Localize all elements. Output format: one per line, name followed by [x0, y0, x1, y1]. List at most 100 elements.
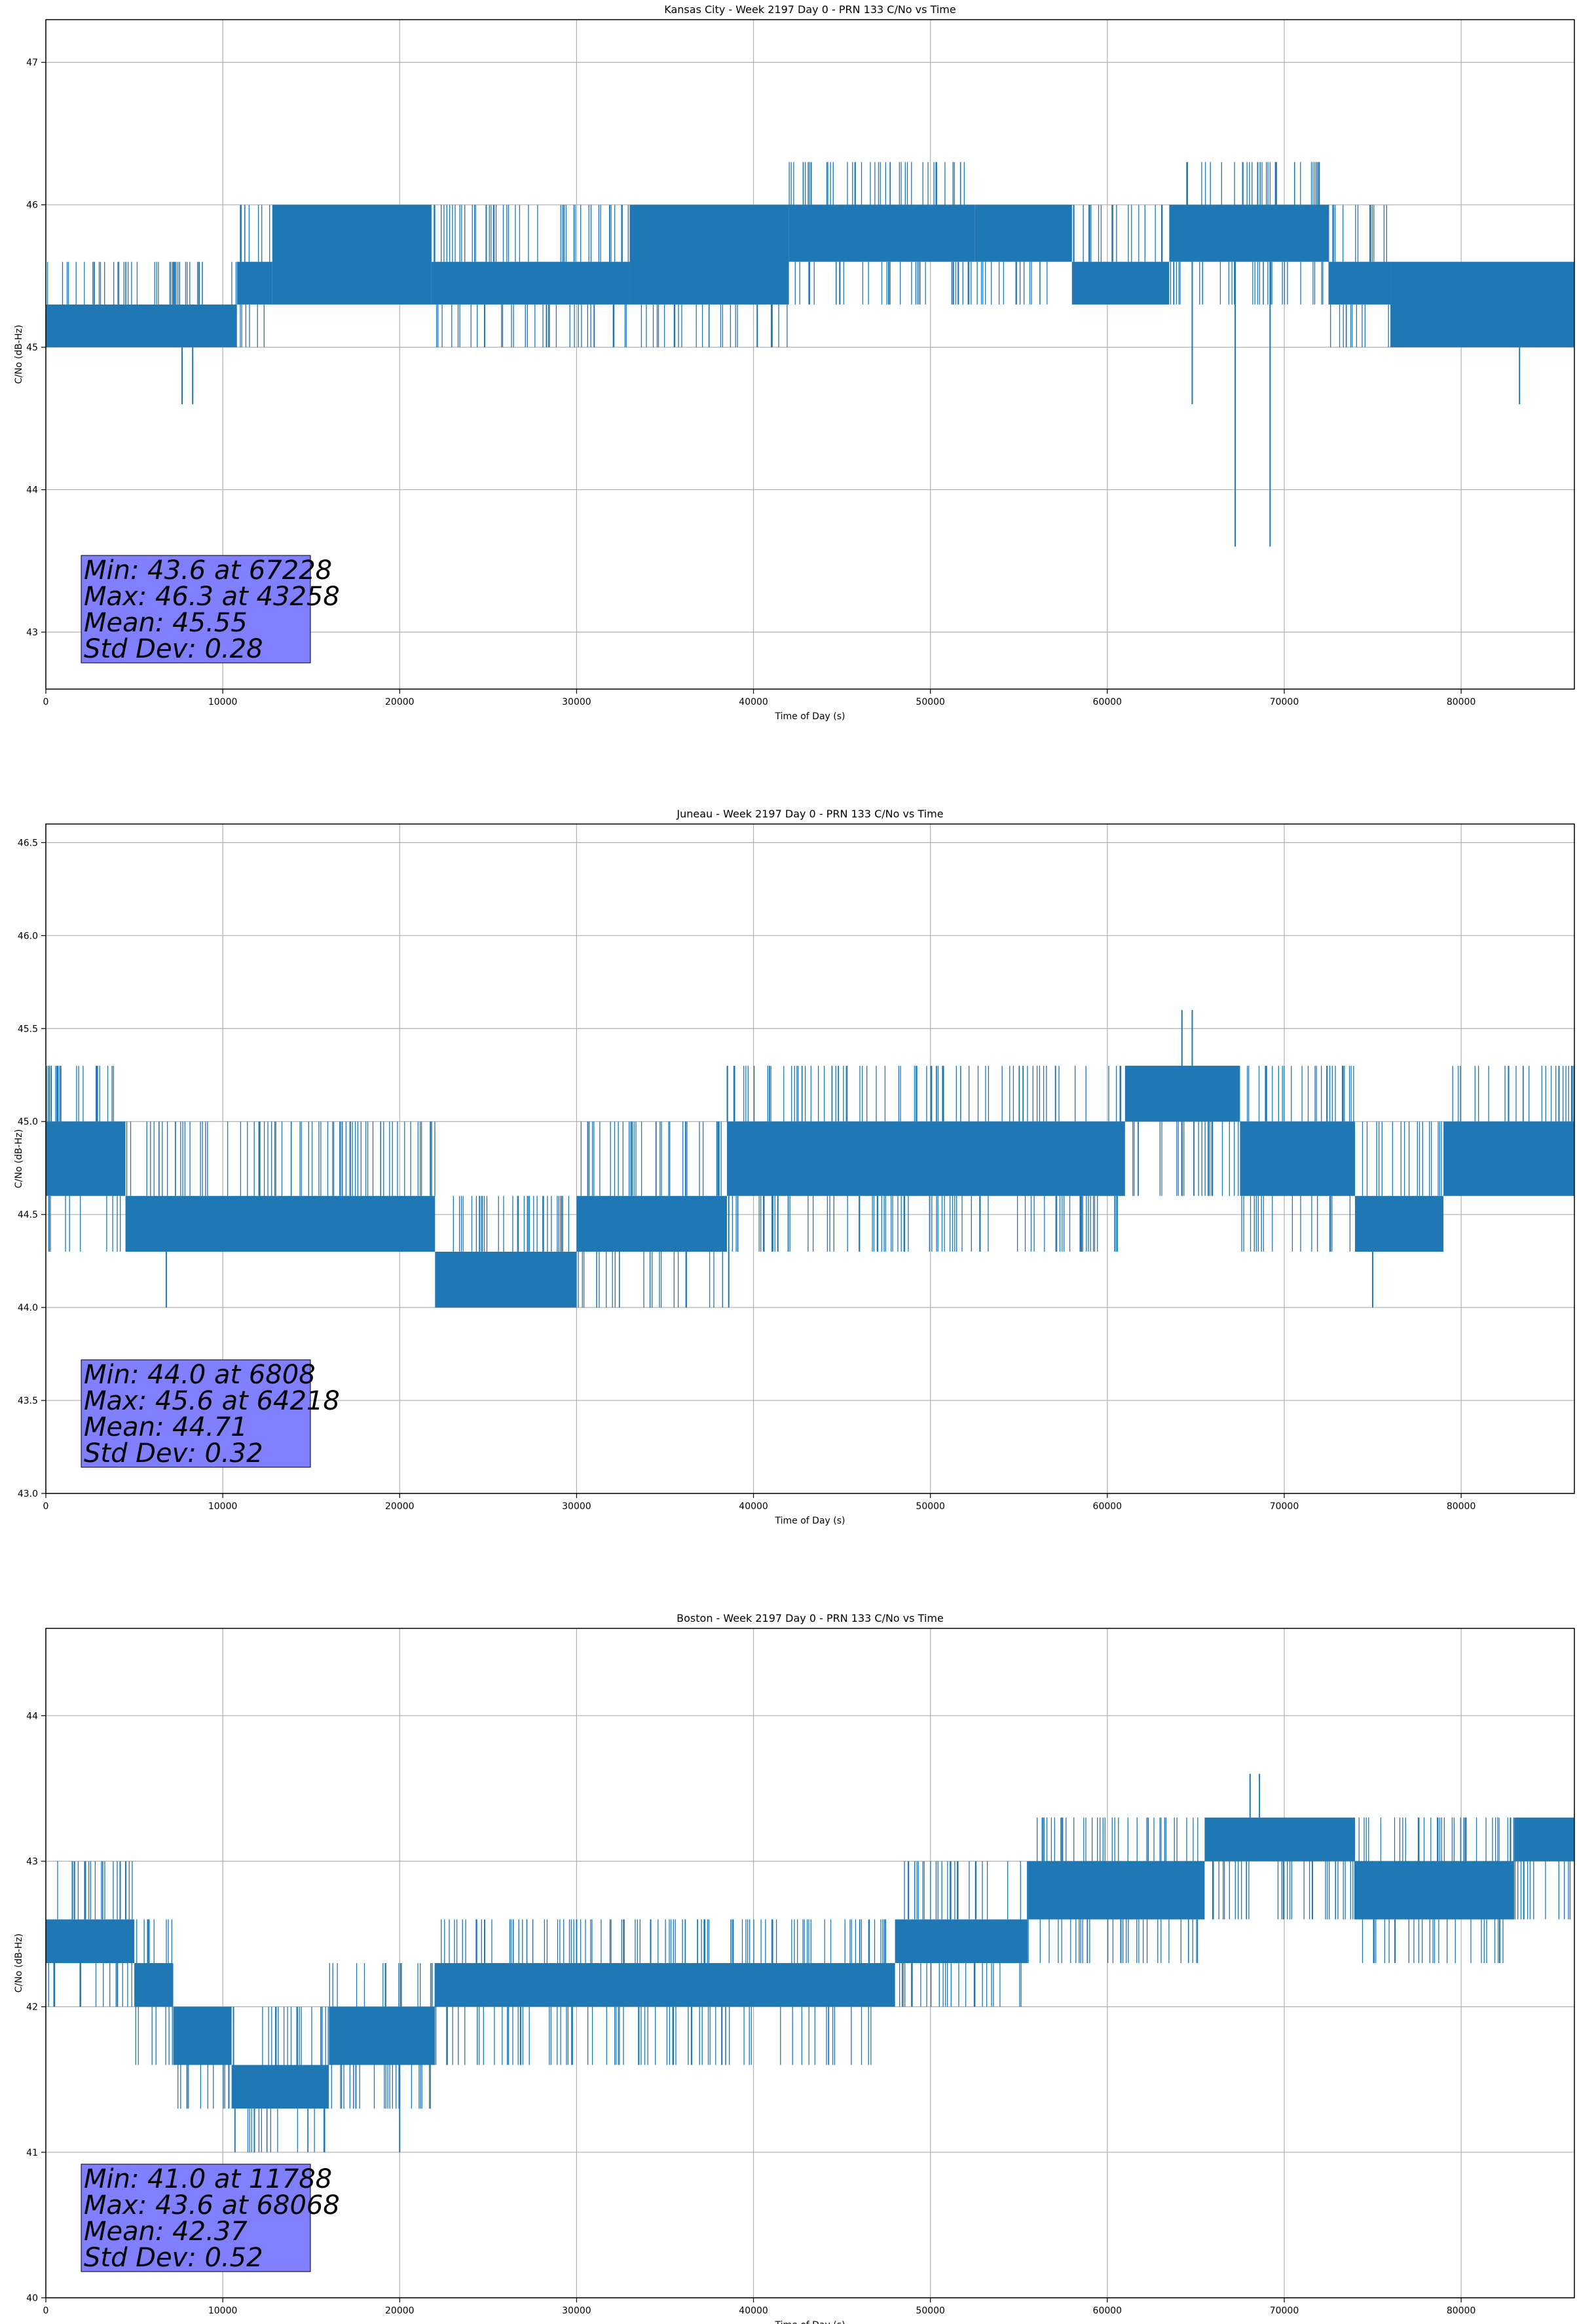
x-tick-label: 50000	[916, 697, 945, 707]
stats-line: Min: 44.0 at 6808	[84, 1360, 316, 1390]
data-band	[576, 1195, 728, 1252]
data-excursions	[135, 1919, 173, 2065]
stats-line: Std Dev: 0.28	[84, 634, 263, 664]
y-tick-label: 44	[26, 485, 38, 496]
chart-title: Kansas City - Week 2197 Day 0 - PRN 133 …	[664, 3, 955, 16]
data-band	[236, 261, 272, 305]
x-tick-label: 70000	[1270, 1501, 1299, 1512]
y-axis-label: C/No (dB-Hz)	[14, 325, 24, 384]
x-tick-label: 80000	[1447, 697, 1476, 707]
data-excursions	[1328, 204, 1389, 348]
axes-frame	[45, 1628, 1575, 2298]
data-band	[329, 2006, 436, 2065]
axes-frame	[45, 823, 1575, 1494]
y-tick-label: 42	[26, 2002, 38, 2013]
data-band	[1071, 261, 1170, 305]
x-axis-label: Time of Day (s)	[775, 711, 845, 722]
data-band	[1169, 204, 1329, 262]
chart-title: Boston - Week 2197 Day 0 - PRN 133 C/No …	[677, 1612, 944, 1624]
x-tick-label: 50000	[916, 2306, 945, 2316]
stats-line: Mean: 42.37	[84, 2217, 248, 2247]
data-excursions	[434, 204, 629, 348]
stats-line: Max: 46.3 at 43258	[84, 582, 340, 612]
stats-line: Min: 41.0 at 11788	[84, 2164, 332, 2194]
x-tick-label: 0	[43, 1501, 49, 1512]
data-excursions	[788, 162, 972, 305]
chart-panel-2: Boston - Week 2197 Day 0 - PRN 133 C/No …	[14, 1612, 1575, 2324]
x-tick-label: 40000	[739, 1501, 768, 1512]
data-excursions	[453, 1195, 570, 1252]
axes-frame	[45, 19, 1575, 690]
x-tick-label: 10000	[208, 697, 238, 707]
data-band	[1390, 261, 1574, 348]
y-tick-label: 43.0	[18, 1489, 38, 1499]
data-excursions	[899, 1861, 1028, 2007]
x-tick-label: 20000	[385, 1501, 415, 1512]
data-excursions	[1358, 1817, 1514, 1963]
data-excursions	[46, 1066, 121, 1252]
data-excursions	[240, 204, 270, 348]
data-band	[435, 1251, 577, 1308]
data-excursions	[1452, 1066, 1574, 1122]
chart-panel-1: Juneau - Week 2197 Day 0 - PRN 133 C/No …	[14, 808, 1575, 1526]
x-tick-label: 60000	[1093, 697, 1122, 707]
data-excursions	[976, 261, 1048, 305]
stats-box	[81, 1359, 311, 1468]
x-tick-label: 70000	[1270, 2306, 1299, 2316]
data-band	[629, 204, 789, 305]
data-excursions	[1132, 1121, 1239, 1196]
x-tick-label: 40000	[739, 697, 768, 707]
stats-box	[81, 2164, 311, 2272]
data-excursions	[726, 1066, 1122, 1252]
data-band	[1204, 1817, 1356, 1862]
data-band	[173, 2006, 232, 2065]
data-excursions	[1212, 1861, 1356, 1920]
y-tick-label: 44.0	[18, 1303, 38, 1313]
x-axis-label: Time of Day (s)	[775, 1516, 845, 1526]
data-excursions	[329, 1963, 436, 2109]
data-excursions	[1241, 1066, 1354, 1252]
x-tick-label: 10000	[208, 2306, 238, 2316]
stats-box	[81, 555, 311, 664]
stats-line: Mean: 45.55	[84, 608, 248, 638]
y-tick-label: 45.0	[18, 1117, 38, 1127]
data-band	[134, 1963, 174, 2007]
y-tick-label: 43.5	[18, 1396, 38, 1406]
data-band	[46, 1121, 126, 1196]
data-excursions	[1170, 162, 1324, 305]
data-series	[46, 1774, 1574, 2152]
data-band	[431, 261, 630, 305]
y-tick-label: 43	[26, 1856, 38, 1867]
data-band	[1514, 1817, 1574, 1862]
stats-line: Mean: 44.71	[84, 1412, 248, 1442]
y-tick-label: 43	[26, 628, 38, 638]
y-tick-label: 46.5	[18, 838, 38, 848]
data-band	[974, 204, 1072, 262]
data-excursions	[435, 1919, 887, 2065]
data-excursions	[48, 1861, 133, 2007]
x-tick-label: 80000	[1447, 2306, 1476, 2316]
x-axis-label: Time of Day (s)	[775, 2320, 845, 2324]
y-tick-label: 46.0	[18, 931, 38, 941]
x-tick-label: 30000	[562, 1501, 591, 1512]
y-axis-label: C/No (dB-Hz)	[14, 1129, 24, 1188]
x-tick-label: 60000	[1093, 2306, 1122, 2316]
data-excursions	[1073, 204, 1163, 262]
x-tick-label: 10000	[208, 1501, 238, 1512]
data-band	[435, 1963, 895, 2007]
y-tick-label: 44.5	[18, 1210, 38, 1220]
data-band	[46, 304, 237, 348]
data-band	[727, 1121, 1125, 1196]
data-series	[46, 1009, 1574, 1308]
x-tick-label: 30000	[562, 2306, 591, 2316]
data-band	[231, 2065, 329, 2109]
y-tick-label: 44	[26, 1711, 38, 1721]
x-tick-label: 0	[43, 2306, 49, 2316]
stats-line: Max: 45.6 at 64218	[84, 1386, 340, 1416]
data-band	[1328, 261, 1391, 305]
x-tick-label: 50000	[916, 1501, 945, 1512]
data-band	[1355, 1195, 1444, 1252]
data-series	[46, 162, 1574, 547]
stats-line: Std Dev: 0.52	[84, 2243, 263, 2273]
data-band	[1443, 1121, 1574, 1196]
